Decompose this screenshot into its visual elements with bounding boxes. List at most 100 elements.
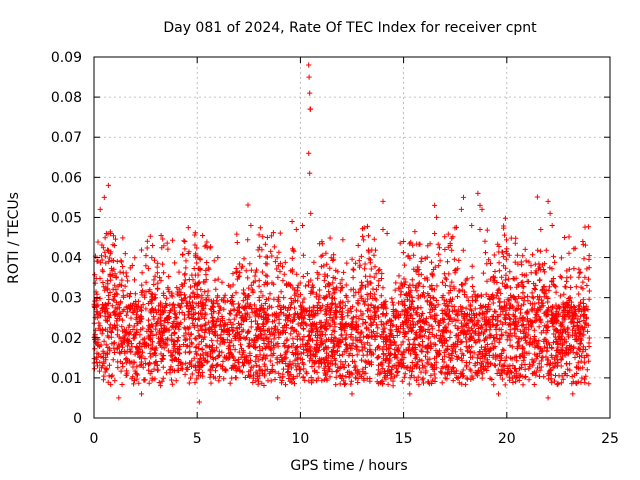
data-point <box>134 305 140 311</box>
data-point <box>493 326 499 333</box>
data-point <box>451 286 457 292</box>
y-tick-label: 0.07 <box>51 130 82 146</box>
data-point <box>332 275 338 281</box>
data-point <box>495 287 501 293</box>
data-point <box>424 349 430 355</box>
data-point <box>397 329 403 335</box>
data-point <box>411 252 417 258</box>
data-point <box>466 312 473 318</box>
data-point <box>379 380 385 386</box>
data-point <box>514 306 520 312</box>
data-point <box>552 259 558 265</box>
data-point <box>171 319 177 325</box>
data-point <box>167 302 173 308</box>
data-point <box>207 368 213 374</box>
data-point <box>520 318 526 324</box>
data-point <box>112 282 118 288</box>
data-point <box>151 366 157 372</box>
data-point <box>383 298 389 304</box>
data-point <box>166 327 172 333</box>
data-point <box>412 342 418 348</box>
data-point <box>429 326 435 332</box>
data-point <box>120 364 126 370</box>
data-point <box>582 274 588 280</box>
data-point <box>261 361 267 367</box>
y-tick-label: 0.08 <box>51 90 82 106</box>
data-point <box>478 344 485 350</box>
data-point <box>194 245 200 251</box>
data-point <box>560 376 566 382</box>
data-point <box>109 326 115 332</box>
data-point <box>248 282 254 288</box>
data-point <box>199 327 205 333</box>
data-point <box>526 326 532 332</box>
data-point <box>120 288 126 294</box>
data-point <box>115 327 121 333</box>
data-point <box>371 236 377 242</box>
data-point <box>187 361 193 367</box>
data-point <box>394 372 400 378</box>
data-point <box>410 315 416 322</box>
data-point <box>375 371 381 377</box>
data-point <box>578 284 584 290</box>
data-point <box>439 370 445 376</box>
data-point <box>534 317 540 323</box>
data-point <box>293 226 299 233</box>
data-point <box>536 261 542 267</box>
data-point <box>576 308 582 314</box>
data-point <box>432 230 438 237</box>
data-point <box>416 318 422 325</box>
data-point <box>332 321 338 327</box>
data-point <box>454 332 460 338</box>
data-point <box>462 281 468 287</box>
data-point <box>328 305 334 311</box>
data-point <box>322 372 328 378</box>
data-point <box>482 238 488 244</box>
data-point <box>422 320 428 326</box>
data-point <box>421 333 427 339</box>
data-point <box>321 359 327 365</box>
data-point <box>176 326 182 332</box>
data-point <box>544 357 550 363</box>
data-point <box>203 302 209 308</box>
data-point <box>542 290 548 296</box>
data-point <box>260 322 267 328</box>
data-point <box>393 280 399 286</box>
data-point <box>131 300 137 306</box>
data-point <box>365 314 371 320</box>
data-point <box>300 252 306 258</box>
data-point <box>100 279 106 286</box>
data-point <box>466 327 472 333</box>
data-point <box>143 306 149 312</box>
data-point <box>289 218 295 225</box>
data-point <box>441 316 447 323</box>
data-point <box>553 305 559 311</box>
data-point <box>484 227 490 233</box>
data-point <box>284 348 290 354</box>
data-point <box>470 283 476 290</box>
data-point <box>183 303 190 309</box>
data-point <box>463 305 469 311</box>
data-point <box>144 328 150 334</box>
data-point <box>275 298 281 304</box>
data-point <box>263 254 269 260</box>
data-point <box>334 284 340 290</box>
data-point <box>233 290 239 296</box>
data-point <box>267 358 273 364</box>
data-point <box>365 340 371 346</box>
data-point <box>484 278 490 284</box>
data-point <box>150 332 156 339</box>
data-point <box>326 282 332 288</box>
data-point <box>582 360 588 366</box>
data-point <box>282 259 288 265</box>
data-point <box>307 358 313 364</box>
data-point <box>339 332 345 338</box>
data-point <box>501 368 507 374</box>
data-point <box>445 231 451 237</box>
data-point <box>546 284 552 290</box>
data-point <box>418 305 424 311</box>
data-point <box>232 347 238 353</box>
data-point <box>224 321 230 328</box>
data-point <box>339 314 345 320</box>
data-point <box>337 308 343 314</box>
